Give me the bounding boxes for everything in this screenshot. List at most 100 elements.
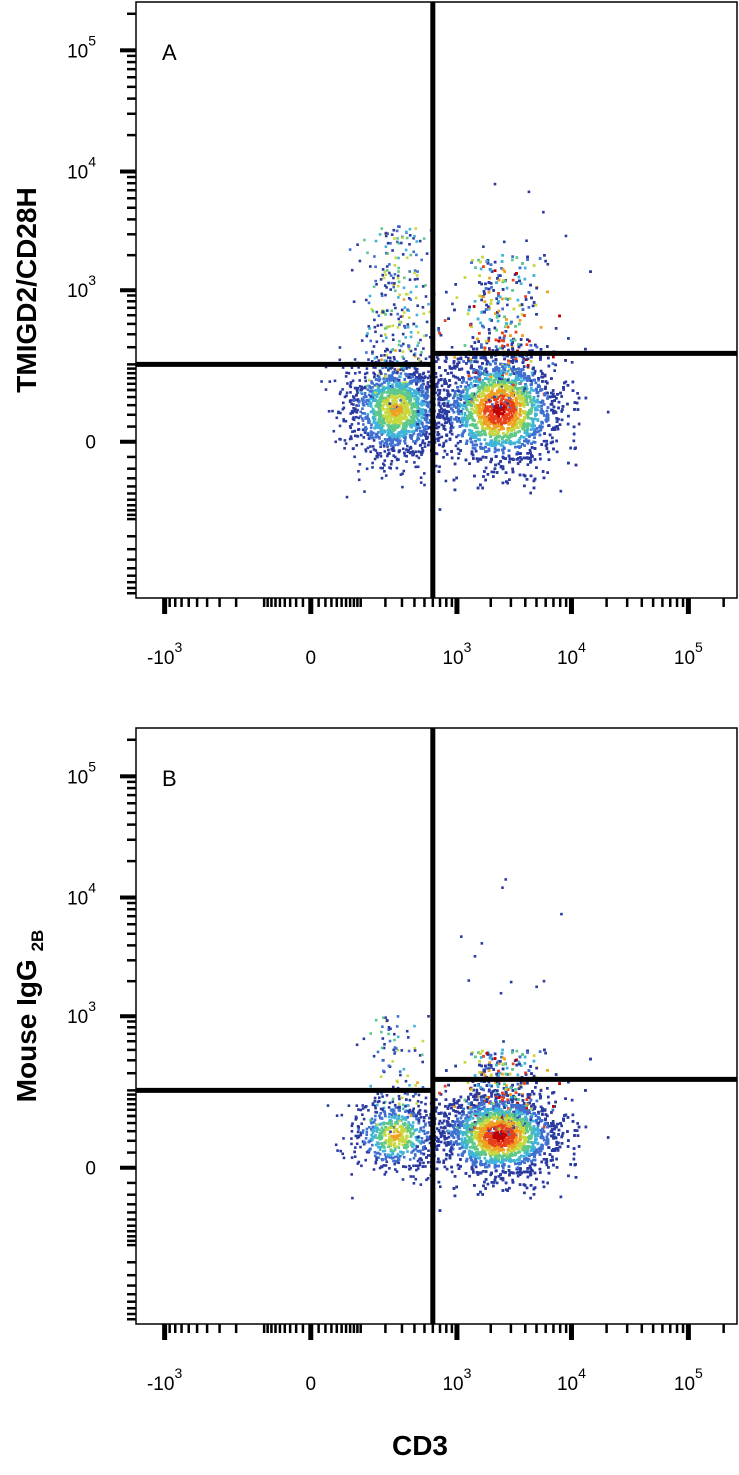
event-dot [376, 426, 380, 429]
event-dot [384, 366, 387, 369]
event-dot [403, 436, 406, 439]
event-dot [380, 392, 384, 395]
event-dot [392, 276, 395, 280]
event-dot [448, 384, 452, 387]
event-dot [420, 258, 423, 262]
event-dot [386, 382, 390, 385]
event-dot [426, 376, 430, 380]
event-dot [397, 266, 400, 270]
event-dot [341, 366, 345, 369]
event-dot [380, 372, 383, 375]
event-dot [399, 315, 403, 318]
event-dot [407, 409, 411, 413]
event-dot [412, 378, 416, 382]
event-dot [369, 395, 373, 398]
event-dot [382, 403, 385, 407]
event-dot [387, 409, 391, 412]
event-dot [364, 400, 367, 404]
event-dot [366, 446, 370, 450]
event-dot [418, 426, 422, 430]
event-dot [359, 433, 363, 437]
event-dot [399, 407, 403, 411]
event-dot [405, 367, 408, 370]
event-dot [359, 389, 362, 392]
event-dot [412, 353, 416, 357]
event-dot [402, 392, 406, 396]
event-dot [353, 358, 357, 361]
event-dot [408, 270, 411, 273]
event-dot [342, 419, 346, 423]
event-dot [425, 424, 428, 428]
event-dot [389, 274, 393, 277]
event-dot [413, 278, 417, 281]
event-dot [421, 439, 425, 442]
event-dot [415, 454, 419, 458]
event-dot [388, 412, 392, 416]
event-dot [363, 412, 367, 415]
event-dot [335, 416, 339, 420]
event-dot [398, 419, 401, 423]
event-dot [408, 389, 412, 393]
event-dot [386, 241, 390, 245]
event-dot [429, 407, 432, 411]
event-dot [331, 409, 334, 413]
event-dot [423, 483, 426, 487]
event-dot [434, 391, 438, 394]
event-dot [437, 397, 441, 400]
event-dot [374, 389, 377, 392]
event-dot [366, 384, 369, 388]
event-dot [376, 324, 380, 327]
event-dot [427, 302, 430, 306]
event-dot [376, 401, 380, 405]
event-dot [379, 278, 383, 281]
event-dot [355, 434, 359, 438]
event-dot [411, 405, 414, 408]
event-dot [405, 236, 409, 240]
event-dot [393, 282, 396, 285]
event-dot [419, 429, 422, 433]
event-dot [399, 405, 403, 409]
event-dot [351, 430, 354, 433]
event-dot [388, 405, 391, 408]
event-dot [415, 398, 418, 402]
event-dot [374, 366, 377, 369]
event-dot [437, 327, 440, 330]
event-dot [395, 396, 399, 399]
event-dot [410, 420, 414, 423]
event-dot [409, 349, 413, 353]
event-dot [404, 412, 408, 415]
event-dot [413, 269, 417, 272]
event-dot [348, 437, 352, 441]
event-dot [436, 382, 439, 386]
event-dot [388, 419, 392, 423]
event-dot [380, 358, 383, 361]
event-dot [397, 378, 401, 382]
event-dot [414, 389, 417, 393]
event-dot [396, 385, 399, 388]
event-dot [355, 394, 358, 397]
event-dot [388, 411, 391, 414]
event-dot [371, 436, 375, 440]
event-dot [427, 405, 430, 409]
event-dot [428, 410, 431, 413]
event-dot [396, 274, 400, 278]
event-dot [386, 252, 389, 255]
event-dot [393, 438, 397, 441]
event-dot [375, 310, 379, 314]
event-dot [396, 237, 399, 240]
event-dot [450, 346, 454, 349]
event-dot [408, 433, 412, 437]
event-dot [406, 450, 410, 453]
event-dot [414, 421, 418, 424]
event-dot [382, 310, 386, 313]
event-dot [405, 409, 409, 412]
event-dot [338, 346, 342, 349]
event-dot [408, 316, 411, 319]
event-dot [380, 415, 383, 418]
event-dot [390, 420, 394, 423]
event-dot [407, 449, 410, 452]
event-dot [387, 389, 390, 393]
event-dot [407, 398, 411, 401]
event-dot [397, 317, 400, 321]
